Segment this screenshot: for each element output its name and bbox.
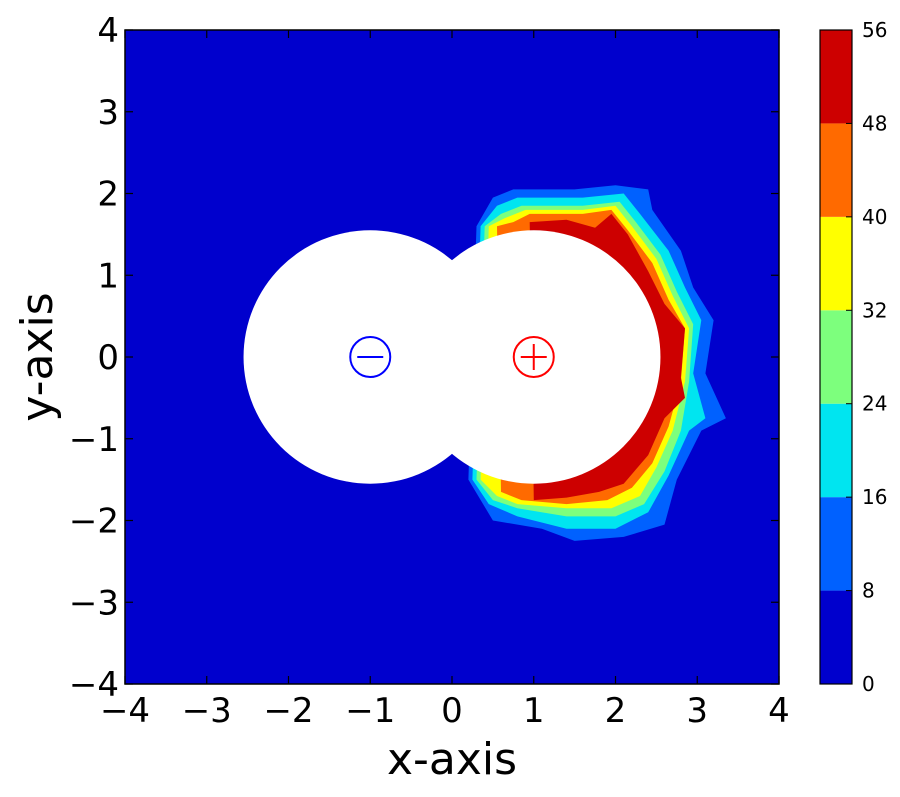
colorbar-segment xyxy=(820,123,852,217)
x-tick-label: 3 xyxy=(686,691,708,731)
y-tick-label: −4 xyxy=(69,665,119,705)
x-tick-label: −4 xyxy=(100,691,150,731)
colorbar-tick-label: 16 xyxy=(862,485,887,509)
colorbar-tick-label: 40 xyxy=(862,205,887,229)
colorbar-frame xyxy=(819,29,853,685)
charge-markers xyxy=(349,336,555,378)
x-tick-label: −1 xyxy=(345,691,395,731)
y-axis-label: y-axis xyxy=(12,292,63,421)
colorbar-segment xyxy=(820,497,852,591)
y-tick-label: −3 xyxy=(69,583,119,623)
colorbar-tick-label: 24 xyxy=(862,392,887,416)
y-tick-label: 3 xyxy=(97,93,119,133)
positive-charge-icon xyxy=(512,336,555,378)
y-tick-label: 0 xyxy=(97,338,119,378)
colorbar-segment xyxy=(820,310,852,404)
colorbar-segment xyxy=(820,590,852,684)
y-tick-label: 4 xyxy=(97,11,119,51)
y-tick-label: 2 xyxy=(97,175,119,215)
x-tick-label: −3 xyxy=(182,691,232,731)
colorbar: 0 8 16 24 32 40 48 56 xyxy=(819,18,887,696)
x-tick-label: 4 xyxy=(768,691,790,731)
y-tick-label: −2 xyxy=(69,502,119,542)
colorbar-tick-label: 32 xyxy=(862,298,887,322)
colorbar-segment xyxy=(820,216,852,311)
colorbar-segment xyxy=(820,403,852,498)
colorbar-tick-label: 56 xyxy=(862,18,887,42)
x-tick-label: −2 xyxy=(263,691,313,731)
x-tick-label: 1 xyxy=(523,691,545,731)
x-tick-label: 2 xyxy=(605,691,627,731)
x-axis-label: x-axis xyxy=(387,734,517,785)
colorbar-segment xyxy=(820,30,852,124)
y-tick-label: 1 xyxy=(97,256,119,296)
colorbar-tick-label: 8 xyxy=(862,579,875,603)
y-tick-label: −1 xyxy=(69,420,119,460)
x-tick-label: 0 xyxy=(441,691,463,731)
plot-area xyxy=(125,30,779,684)
axis-ticks: −4 −3 −2 −1 0 1 2 3 4 −4 −3 −2 −1 0 1 2 3 4 xyxy=(69,11,790,731)
negative-charge-icon xyxy=(349,336,392,378)
colorbar-tick-label: 0 xyxy=(862,672,875,696)
colorbar-tick-label: 48 xyxy=(862,111,887,135)
